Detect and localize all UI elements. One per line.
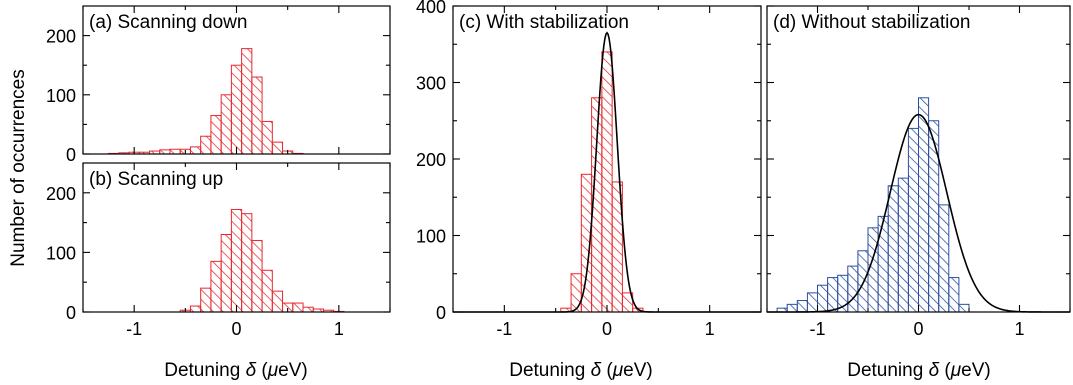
- x-tick-label-d-0: -1: [809, 319, 825, 339]
- panel-title-a: (a) Scanning down: [89, 12, 247, 33]
- bar-b-3: [210, 260, 222, 313]
- y-tick-label-c-1: 100: [416, 227, 446, 247]
- x-axis-label-c: Detuning δ (μeV): [509, 360, 653, 381]
- y-tick-label-b-2: 200: [46, 184, 76, 204]
- x-tick-label-c-0: -1: [496, 319, 512, 339]
- y-tick-label-a-0: 0: [66, 145, 76, 165]
- bar-a-14: [251, 76, 263, 155]
- bar-d-11: [887, 185, 899, 313]
- panel-title-c: (c) With stabilization: [459, 12, 629, 33]
- bar-a-8: [189, 146, 202, 155]
- bar-d-3: [806, 292, 819, 313]
- panel-b: -1 0 1 0 100 200 (b) Scanning up: [46, 162, 391, 339]
- bar-d-4: [817, 284, 829, 313]
- y-tick-label-c-2: 200: [416, 150, 446, 170]
- panel-d: -1 0 1 (d) Without stabilization: [766, 5, 1071, 339]
- bar-a-6: [169, 148, 181, 155]
- bar-d-10: [877, 215, 889, 313]
- bar-a-10: [210, 115, 222, 155]
- y-tick-label-c-4: 400: [416, 0, 446, 17]
- panel-title-d: (d) Without stabilization: [773, 12, 970, 33]
- bar-b-8: [261, 269, 273, 313]
- x-tick-label-b-2: 1: [334, 319, 344, 339]
- bar-d-14: [918, 97, 930, 313]
- y-axis-label: Number of occurrences: [8, 69, 29, 266]
- bar-c-1: [570, 273, 582, 313]
- bar-b-12: [302, 306, 314, 313]
- x-tick-label-d-1: 0: [913, 319, 923, 339]
- bar-a-13: [241, 48, 253, 155]
- x-axis-label-d: Detuning δ (μeV): [847, 360, 991, 381]
- bar-d-16: [938, 204, 950, 313]
- bar-b-11: [292, 302, 304, 313]
- bar-d-15: [928, 120, 940, 313]
- bar-d-18: [958, 303, 970, 313]
- bar-d-1: [786, 303, 798, 313]
- bar-d-7: [847, 265, 859, 313]
- bar-b-1: [189, 305, 202, 313]
- y-tick-label-c-0: 0: [436, 303, 446, 323]
- y-tick-label-b-0: 0: [66, 303, 76, 323]
- bar-a-9: [200, 135, 212, 155]
- bar-c-4: [601, 51, 613, 313]
- bar-b-6: [241, 213, 253, 313]
- bar-d-2: [796, 300, 808, 313]
- x-tick-label-b-1: 0: [231, 319, 241, 339]
- bar-a-15: [261, 120, 273, 155]
- bar-d-12: [897, 177, 909, 313]
- bar-d-8: [857, 250, 869, 313]
- y-tick-label-a-2: 200: [46, 27, 76, 47]
- bar-d-13: [907, 127, 920, 313]
- bar-b-5: [230, 208, 243, 313]
- y-tick-label-c-3: 300: [416, 74, 446, 94]
- y-tick-label-a-1: 100: [46, 86, 76, 106]
- bar-b-4: [220, 234, 232, 313]
- panel-c: -1 0 1 0 100 200 300 400 (c) With stabilization: [416, 0, 762, 339]
- x-axis-label-ab: Detuning δ (μeV): [164, 360, 308, 381]
- bar-b-2: [200, 287, 212, 313]
- x-tick-label-b-0: -1: [126, 319, 142, 339]
- bar-a-11: [220, 94, 232, 155]
- bar-d-17: [948, 277, 960, 313]
- x-tick-label-d-2: 1: [1014, 319, 1024, 339]
- bar-b-9: [271, 290, 284, 313]
- panel-title-b: (b) Scanning up: [89, 169, 223, 190]
- bar-d-5: [827, 277, 839, 313]
- bar-a-12: [230, 64, 243, 155]
- bar-a-5: [159, 149, 171, 155]
- panel-a: 0 100 200 (a) Scanning down: [46, 5, 391, 165]
- bar-a-16: [271, 141, 284, 155]
- x-tick-label-c-2: 1: [705, 319, 715, 339]
- bar-b-7: [251, 239, 263, 313]
- x-tick-label-c-1: 0: [602, 319, 612, 339]
- y-tick-label-b-1: 100: [46, 243, 76, 263]
